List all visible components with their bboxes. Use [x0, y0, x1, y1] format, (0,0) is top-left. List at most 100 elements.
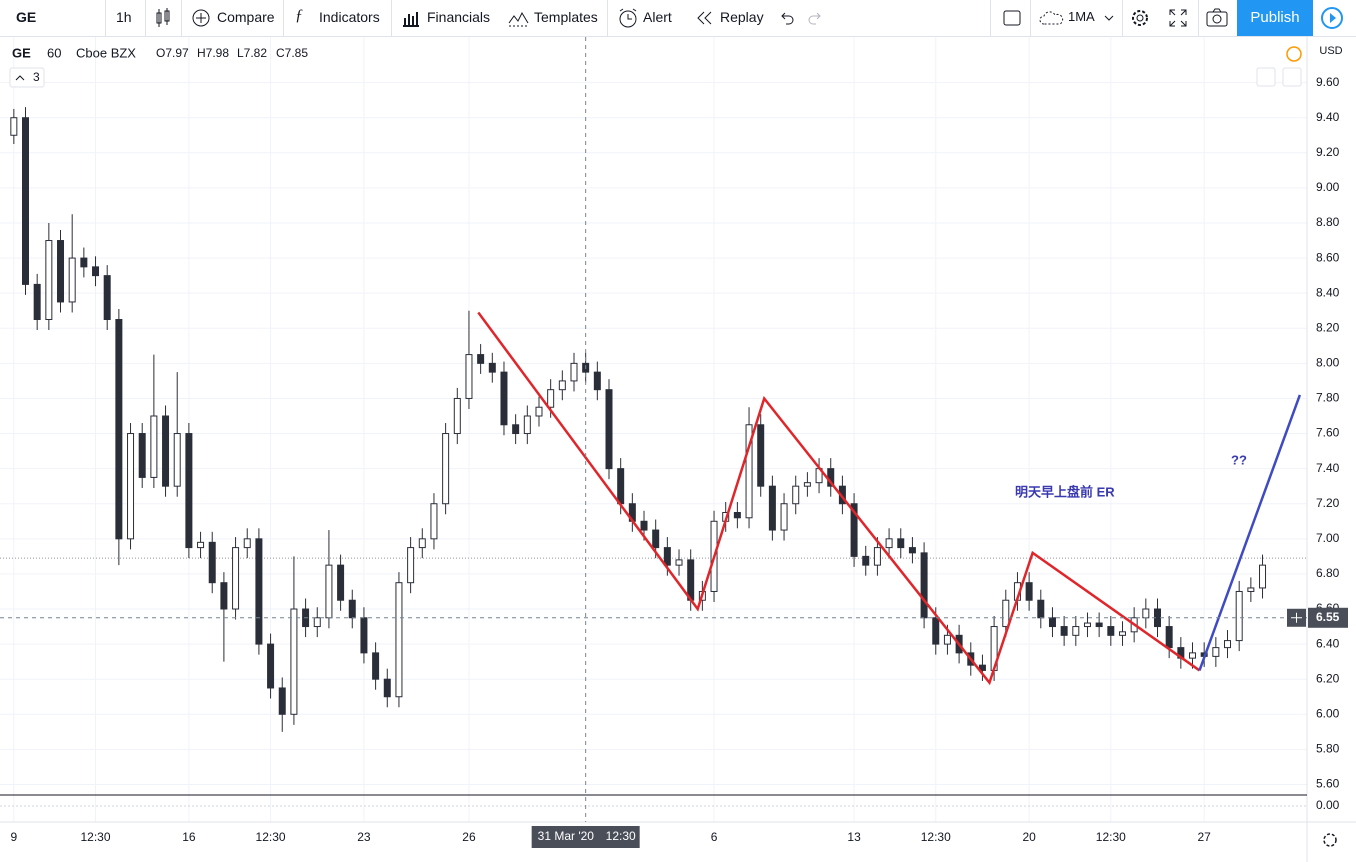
separator — [1122, 0, 1123, 36]
candle-body — [745, 424, 753, 519]
x-tick-label: 26 — [462, 830, 476, 844]
candle-body — [68, 257, 76, 303]
candle-body — [780, 503, 788, 531]
cloud-icon[interactable] — [1038, 10, 1066, 26]
candle-body — [1118, 631, 1126, 636]
y-tick-label: 6.80 — [1316, 566, 1340, 580]
toggle-arrow — [15, 75, 25, 81]
templates-button[interactable]: Templates — [534, 9, 598, 25]
candle-body — [185, 433, 193, 549]
y-tick-label: 9.00 — [1316, 180, 1340, 194]
warning-icon[interactable] — [1286, 46, 1302, 62]
candle-body — [162, 415, 170, 487]
candle-body — [1002, 599, 1010, 628]
annotation: ?? — [1231, 452, 1247, 467]
separator — [990, 0, 991, 36]
x-tick-label: 20 — [1022, 830, 1036, 844]
indicator-tick-label: 0.00 — [1316, 798, 1340, 812]
candle-body — [1142, 608, 1150, 619]
candle-body — [570, 362, 578, 382]
candle-body — [45, 240, 53, 320]
legend-open: O7.97 — [156, 46, 189, 60]
candle-body — [535, 406, 543, 417]
candle-body — [243, 538, 251, 549]
symbol[interactable]: GE — [16, 9, 37, 25]
axis-settings[interactable] — [1323, 833, 1337, 847]
ma-button[interactable]: 1MA — [1068, 9, 1095, 24]
play-icon[interactable] — [1320, 6, 1344, 30]
candle-body — [290, 608, 298, 715]
indicator-toggle[interactable] — [9, 67, 45, 88]
y-tick-label: 9.20 — [1316, 145, 1340, 159]
scroll-button[interactable] — [1256, 67, 1276, 87]
candle-body — [442, 433, 450, 505]
candle-body — [850, 503, 858, 557]
undo-redo[interactable] — [778, 10, 824, 26]
trend-line — [1198, 394, 1302, 671]
y-tick-label: 8.80 — [1316, 215, 1340, 229]
y-tick-label: 7.60 — [1316, 426, 1340, 440]
separator — [145, 0, 146, 36]
indicators-button[interactable]: Indicators — [319, 9, 380, 25]
candle-body — [978, 664, 986, 671]
x-tick-label: 13 — [847, 830, 861, 844]
candle-body — [1259, 564, 1267, 589]
candle-body — [360, 617, 368, 654]
legend-interval: 60 — [47, 45, 61, 60]
publish-button[interactable]: Publish — [1237, 0, 1313, 36]
candle-body — [337, 564, 345, 601]
candle-body — [220, 582, 228, 610]
candle-body — [33, 283, 41, 320]
interval[interactable]: 1h — [116, 9, 132, 25]
candle-body — [418, 538, 426, 549]
x-tick-label: 16 — [182, 830, 196, 844]
candle-body — [1083, 622, 1091, 628]
annotation: 明天早上盘前 ER — [1015, 484, 1115, 499]
alert-button[interactable]: Alert — [643, 9, 672, 25]
separator — [283, 0, 284, 36]
reset-button[interactable] — [1282, 67, 1302, 87]
candle-body — [1189, 652, 1197, 659]
financials-button[interactable]: Financials — [427, 9, 491, 25]
candle-body — [477, 354, 485, 364]
candle-body — [547, 389, 555, 408]
candle-body — [897, 538, 905, 549]
layout-icon[interactable] — [1002, 9, 1022, 27]
x-tick-label: 12:30 — [921, 830, 951, 844]
y-tick-label: 5.80 — [1316, 742, 1340, 756]
candle-body — [453, 397, 461, 435]
candle-body — [1107, 626, 1115, 636]
crosshair-date-label: 31 Mar '20 — [538, 829, 595, 843]
settings-icon[interactable] — [1129, 7, 1151, 29]
fullscreen-icon[interactable] — [1168, 8, 1188, 28]
candle-body — [232, 547, 240, 610]
replay-button[interactable]: Replay — [720, 9, 764, 25]
separator — [181, 0, 182, 36]
separator — [105, 0, 106, 36]
x-tick-label: 23 — [357, 830, 371, 844]
candle-body — [593, 371, 601, 391]
currency-label: USD — [1319, 45, 1342, 57]
candle-body — [768, 485, 776, 531]
candle-body — [395, 582, 403, 698]
financials-icon[interactable] — [401, 9, 421, 27]
candle-body — [1165, 626, 1173, 649]
candle-body — [10, 117, 18, 136]
candle-body — [1072, 626, 1080, 636]
replay-icon[interactable] — [696, 10, 714, 26]
compare-button[interactable]: Compare — [217, 9, 275, 25]
chevron[interactable] — [1104, 13, 1114, 23]
candle-body — [512, 424, 520, 435]
x-tick-label: 12:30 — [256, 830, 286, 844]
x-tick-label: 12:30 — [1096, 830, 1126, 844]
candle-body — [57, 240, 65, 303]
x-tick-label: 12:30 — [81, 830, 111, 844]
candle-icon[interactable] — [155, 8, 171, 28]
compare-icon[interactable] — [191, 8, 211, 28]
fx-icon[interactable]: ƒ — [295, 7, 303, 24]
candle-body — [932, 617, 940, 645]
alert-icon[interactable] — [617, 7, 639, 29]
snapshot-icon[interactable] — [1206, 8, 1228, 28]
templates-icon[interactable] — [508, 9, 530, 27]
